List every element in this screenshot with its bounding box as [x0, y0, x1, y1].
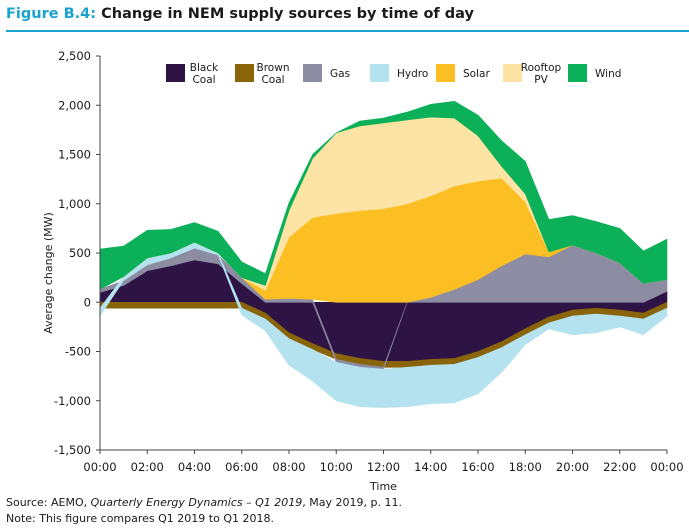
area-wind	[99, 101, 668, 290]
x-tick-label: 16:00	[461, 460, 494, 474]
legend-label-rooftop-pv: Rooftop PV	[521, 62, 562, 86]
legend-label-line: Rooftop	[521, 62, 562, 74]
legend-label-line: Coal	[192, 74, 215, 86]
x-tick-label: 20:00	[556, 460, 589, 474]
area-hydro	[99, 241, 668, 408]
title-rule	[6, 30, 689, 32]
legend-label-line: PV	[534, 74, 548, 86]
x-axis-title: Time	[369, 480, 397, 493]
source-suffix: , May 2019, p. 11.	[302, 496, 402, 509]
x-tick-label: 14:00	[414, 460, 447, 474]
source-publication: Quarterly Energy Dynamics – Q1 2019	[90, 496, 303, 509]
note-footnote: Note: This figure compares Q1 2019 to Q1…	[6, 512, 274, 525]
legend-swatch-gas	[303, 64, 322, 82]
legend-swatch-hydro	[370, 64, 389, 82]
y-tick-label: -500	[65, 345, 91, 359]
legend-label-hydro: Hydro	[397, 68, 428, 80]
legend-swatch-brown-coal	[235, 64, 254, 82]
legend-label-black-coal: Black Coal	[190, 62, 219, 86]
y-tick-label: -1,500	[54, 443, 91, 457]
legend-label-line: Black	[190, 62, 219, 74]
figure-title: Figure B.4: Change in NEM supply sources…	[6, 6, 474, 22]
y-tick-label: 0	[84, 295, 91, 309]
legend-label-solar: Solar	[463, 68, 490, 80]
legend-swatch-rooftop-pv	[503, 64, 522, 82]
x-tick-label: 22:00	[603, 460, 636, 474]
figure-label: Figure B.4:	[6, 6, 97, 22]
legend-label-line: Brown	[257, 62, 290, 74]
y-tick-label: 2,000	[58, 98, 91, 112]
x-tick-label: 02:00	[131, 460, 164, 474]
y-tick-label: -1,000	[54, 394, 91, 408]
y-tick-label: 1,500	[58, 148, 91, 162]
x-tick-label: 04:00	[178, 460, 211, 474]
source-footnote: Source: AEMO, Quarterly Energy Dynamics …	[6, 496, 402, 509]
legend-swatch-wind	[568, 64, 587, 82]
legend-swatch-black-coal	[166, 64, 185, 82]
x-tick-label: 10:00	[320, 460, 353, 474]
x-tick-label: 18:00	[509, 460, 542, 474]
y-axis-title: Average change (MW)	[42, 212, 55, 334]
y-tick-label: 1,000	[58, 197, 91, 211]
x-tick-label: 00:00	[650, 460, 683, 474]
legend-label-gas: Gas	[330, 68, 350, 80]
x-tick-label: 06:00	[225, 460, 258, 474]
y-tick-label: 500	[69, 246, 91, 260]
x-tick-label: 12:00	[367, 460, 400, 474]
legend-label-brown-coal: Brown Coal	[257, 62, 290, 86]
x-tick-label: 00:00	[83, 460, 116, 474]
x-tick-label: 08:00	[272, 460, 305, 474]
legend-label-wind: Wind	[595, 68, 621, 80]
legend-label-line: Coal	[261, 74, 284, 86]
legend-swatch-solar	[436, 64, 455, 82]
figure-title-text: Change in NEM supply sources by time of …	[101, 6, 474, 22]
source-prefix: Source: AEMO,	[6, 496, 91, 509]
area-layers	[99, 101, 668, 408]
y-tick-label: 2,500	[58, 49, 91, 63]
